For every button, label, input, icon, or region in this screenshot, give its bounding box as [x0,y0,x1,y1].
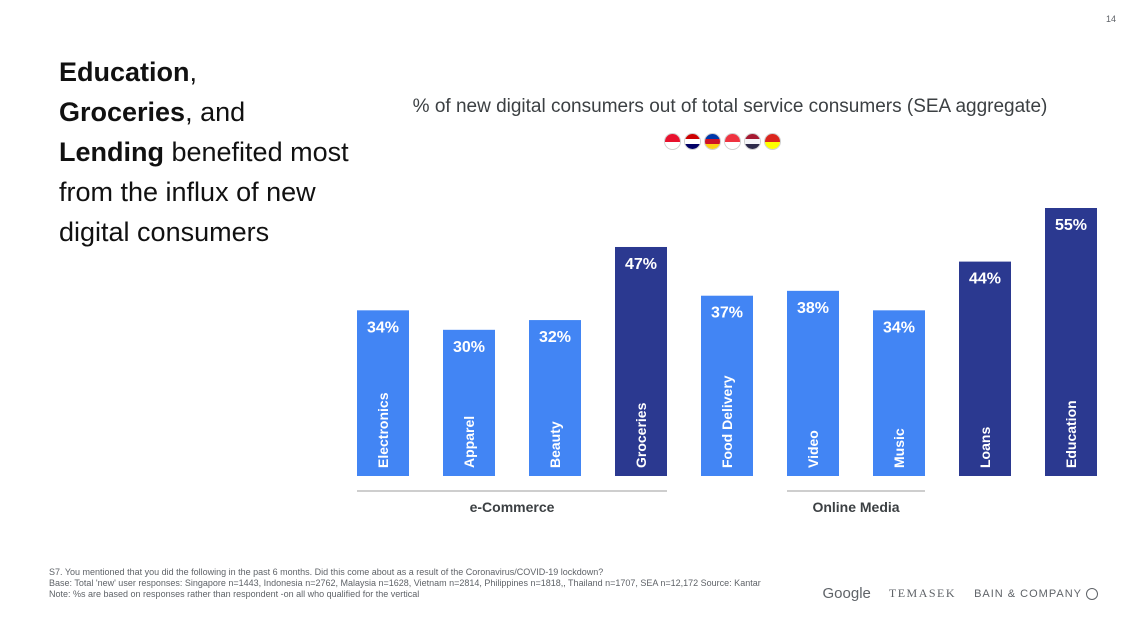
bar-music [873,310,925,476]
partner-logos: Google TEMASEK BAIN & COMPANY [823,585,1098,602]
bain-mark-icon [1086,587,1098,600]
headline-education: Education [59,57,190,87]
bar-chart: 34% Electronics 30% Apparel 32% Beauty 47% Groc… [357,208,1097,515]
vietnam-flag-icon [764,133,781,150]
bar-value-label: 44% [969,271,1001,288]
category-label: Groceries [633,402,649,468]
bar-value-label: 32% [539,329,571,346]
indonesia-flag-icon [664,133,681,150]
category-label: Electronics [375,392,391,468]
group-label: Online Media [812,499,899,515]
google-logo: Google [822,585,871,602]
footnote-note: Note: %s are based on responses rather t… [49,589,420,599]
bar-value-label: 34% [367,319,399,336]
headline-text-3: benefited most from the influx of new di… [59,137,349,247]
category-label: Food Delivery [719,375,735,468]
bar-electronics [357,310,409,476]
footnote: S7. You mentioned that you did the follo… [49,567,809,600]
malaysia-flag-icon [684,133,701,150]
bar-value-label: 37% [711,305,743,322]
thailand-flag-icon [744,133,761,150]
bain-logo: BAIN & COMPANY [974,587,1098,600]
category-label: Apparel [461,416,477,468]
bar-video [787,290,839,476]
category-label: Loans [977,427,993,468]
bar-loans [959,261,1011,476]
bar-value-label: 30% [453,339,485,356]
country-flags [664,133,781,150]
footnote-base: Base: Total 'new' user responses: Singap… [49,578,761,588]
bar-value-label: 34% [883,319,915,336]
bar-value-label: 47% [625,256,657,273]
bar-food-delivery [701,295,753,476]
bar-education [1045,208,1097,476]
singapore-flag-icon [724,133,741,150]
headline-text-1: , [189,57,198,87]
headline-text-2: , and [185,97,246,127]
philippines-flag-icon [704,133,721,150]
bar-value-label: 38% [797,300,829,317]
bar-groceries [615,246,667,476]
headline-lending: Lending [59,137,164,167]
bar-apparel [443,329,495,476]
bain-logo-text: BAIN & COMPANY [974,587,1082,600]
page-number: 14 [1105,14,1116,24]
category-label: Beauty [547,421,563,468]
group-label: e-Commerce [470,499,555,515]
bar-value-label: 55% [1055,217,1087,234]
footnote-question: S7. You mentioned that you did the follo… [49,567,604,577]
bar-beauty [529,320,581,476]
category-label: Music [891,428,907,468]
category-label: Education [1063,400,1079,468]
headline-groceries: Groceries [59,97,186,127]
headline: Education, Groceries, and Lending benefi… [59,52,349,252]
chart-title: % of new digital consumers out of total … [412,96,1048,117]
category-label: Video [805,430,821,468]
temasek-logo: TEMASEK [888,586,957,600]
